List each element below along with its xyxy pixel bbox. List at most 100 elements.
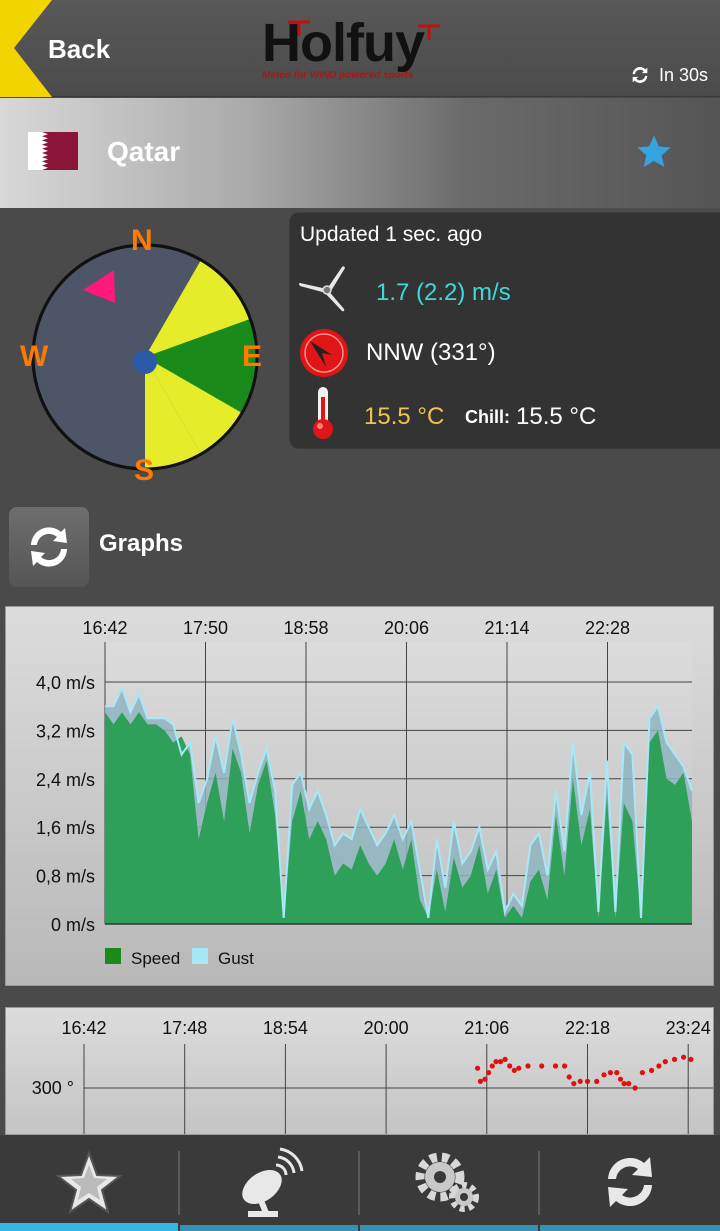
direction-point (607, 1070, 614, 1076)
wind-direction-pointer (83, 270, 115, 303)
direction-point (571, 1081, 577, 1087)
nav-divider (358, 1151, 360, 1215)
back-button[interactable]: Back (0, 0, 150, 97)
direction-point (594, 1078, 600, 1084)
x-tick-label: 22:18 (565, 1018, 610, 1038)
y-tick-label: 4,0 m/s (36, 673, 95, 693)
direction-point (681, 1054, 687, 1060)
thermometer-icon (313, 387, 333, 439)
direction-point (566, 1074, 572, 1080)
x-tick-label: 22:28 (585, 618, 630, 638)
x-tick-label: 16:42 (82, 618, 127, 638)
refresh-icon (608, 1157, 652, 1207)
station-bar: Qatar (0, 98, 720, 208)
direction-point (617, 1076, 624, 1082)
compass-rose (31, 243, 259, 471)
wind-speed-chart-svg: 4,0 m/s 3,2 m/s 2,4 m/s 1,6 m/s 0,8 m/s 0 m/s… (36, 618, 693, 968)
nav-indicator (540, 1225, 720, 1231)
x-tick-label: 16:42 (61, 1018, 106, 1038)
compass-north: N (131, 224, 153, 257)
x-tick-label: 18:54 (263, 1018, 308, 1038)
y-tick-label: 2,4 m/s (36, 770, 95, 790)
holfuy-logo: Holfuy Meteo for WIND powered sports (258, 13, 463, 86)
wind-direction-chart-svg: 16:42 17:48 18:54 20:00 21:06 22:18 23:24 300 ° (32, 1018, 713, 1134)
direction-point (671, 1056, 678, 1062)
legend-gust-label: Gust (218, 949, 254, 968)
gears-icon (415, 1152, 479, 1212)
logo-windmill-icon (418, 24, 440, 40)
nav-stations[interactable] (180, 1135, 358, 1231)
direction-point (516, 1065, 522, 1071)
x-tick-label: 21:06 (464, 1018, 509, 1038)
favorite-star-icon[interactable] (634, 132, 674, 172)
auto-refresh-timer[interactable]: In 30s (629, 64, 708, 86)
x-tick-label: 20:00 (364, 1018, 409, 1038)
qatar-flag-icon (28, 132, 78, 170)
direction-point (614, 1070, 620, 1076)
direction-point (632, 1085, 638, 1091)
direction-point (656, 1063, 662, 1069)
y-tick-label: 1,6 m/s (36, 818, 95, 838)
wind-compass: N S E W (14, 224, 276, 488)
direction-point (477, 1078, 483, 1084)
direction-point (649, 1067, 655, 1073)
x-tick-label: 21:14 (484, 618, 529, 638)
back-arrow-icon (0, 0, 52, 97)
compass-east: E (242, 340, 263, 373)
updated-time: Updated 1 sec. ago (300, 223, 483, 246)
legend-gust-swatch (192, 948, 208, 964)
graphs-refresh-button[interactable] (9, 507, 89, 587)
logo-windmill-icon (288, 20, 310, 36)
temperature-value: 15.5 °C (364, 403, 445, 430)
chill-value: 15.5 °C (516, 403, 597, 430)
y-tick-label: 0,8 m/s (36, 867, 95, 887)
legend-speed-label: Speed (131, 949, 180, 968)
nav-divider (178, 1151, 180, 1215)
wind-direction-value: NNW (331°) (366, 339, 496, 366)
nav-settings[interactable] (360, 1135, 538, 1231)
compass-west: W (20, 340, 49, 373)
nav-active-indicator (0, 1223, 178, 1231)
y-tick-label: 300 ° (32, 1078, 74, 1098)
x-tick-label: 17:48 (162, 1018, 207, 1038)
direction-point (507, 1063, 513, 1069)
x-tick-label: 23:24 (666, 1018, 711, 1038)
compass-south: S (134, 454, 155, 487)
y-tick-label: 3,2 m/s (36, 721, 95, 741)
wind-direction-chart: 16:42 17:48 18:54 20:00 21:06 22:18 23:24 300 ° (5, 1007, 714, 1135)
direction-point (475, 1065, 481, 1071)
direction-point (562, 1063, 568, 1069)
app-header: Back Holfuy Meteo for WIND powered sport… (0, 0, 720, 97)
x-tick-label: 20:06 (384, 618, 429, 638)
direction-point (502, 1056, 508, 1062)
direction-point (626, 1081, 632, 1087)
direction-point (493, 1059, 499, 1065)
direction-point (584, 1078, 591, 1084)
direction-point (552, 1063, 559, 1069)
refresh-countdown: In 30s (658, 64, 708, 85)
series-speed-area (105, 712, 692, 924)
wind-turbine-icon (299, 266, 345, 312)
wind-speed-value: 1.7 (2.2) m/s (376, 279, 511, 306)
bottom-navigation (0, 1135, 720, 1231)
direction-point (639, 1070, 646, 1076)
x-tick-label: 17:50 (183, 618, 228, 638)
direction-point (621, 1081, 627, 1087)
direction-point (662, 1059, 668, 1065)
nav-refresh[interactable] (540, 1135, 720, 1231)
logo-tagline: Meteo for WIND powered sports (262, 70, 414, 81)
current-conditions-panel: Updated 1 sec. ago 1.7 (2.2) m/s NNW (33… (289, 212, 720, 449)
refresh-icon (632, 67, 648, 83)
nav-divider (538, 1151, 540, 1215)
back-label: Back (48, 34, 111, 64)
direction-point (511, 1067, 517, 1073)
legend-speed-swatch (105, 948, 121, 964)
refresh-icon (31, 527, 67, 567)
direction-point (486, 1070, 492, 1076)
chill-label: Chill: (465, 407, 510, 427)
direction-point (489, 1063, 495, 1069)
nav-favorites[interactable] (0, 1135, 178, 1231)
direction-point (539, 1063, 545, 1069)
direction-point (497, 1059, 504, 1065)
wind-speed-chart: 4,0 m/s 3,2 m/s 2,4 m/s 1,6 m/s 0,8 m/s 0 m/s… (5, 606, 714, 986)
